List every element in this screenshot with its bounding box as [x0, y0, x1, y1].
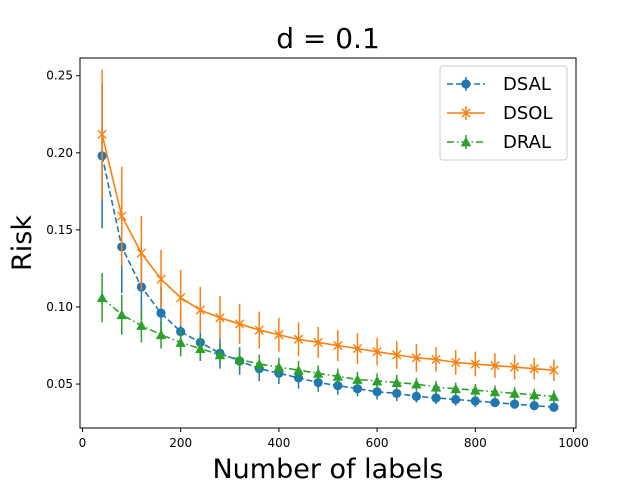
point-dral [411, 378, 422, 389]
point-dsol [156, 274, 166, 284]
point-dsol [293, 334, 304, 345]
point-dral [136, 320, 147, 330]
legend-marker-dral [460, 136, 472, 147]
point-dsal [333, 381, 343, 391]
point-dsol [352, 343, 363, 354]
point-dsal [490, 397, 500, 408]
point-dral [175, 337, 186, 347]
point-dral [391, 377, 402, 387]
axes-layer: 0 200 400 600 800 1000 0.05 0.10 0.15 0.20 0.25 [46, 69, 589, 450]
legend-marker-dsol [461, 108, 471, 118]
series-dsol [97, 69, 559, 381]
point-dsol [333, 340, 343, 351]
point-dral [234, 354, 245, 364]
point-dral [254, 358, 265, 369]
point-dral [273, 361, 285, 372]
x-tick-label: 600 [366, 436, 389, 450]
legend-box [439, 65, 568, 161]
point-dral [195, 343, 206, 354]
point-dsol [529, 363, 539, 374]
x-tick-label: 200 [169, 436, 192, 450]
point-dsol [313, 337, 323, 348]
point-dsol [490, 360, 500, 371]
legend-label-dsol: DSOL [503, 103, 552, 124]
point-dsol [254, 325, 264, 335]
point-dsol [136, 248, 147, 258]
point-dral [450, 383, 461, 394]
legend: DSAL DSOL DRAL [439, 65, 568, 161]
point-dral [312, 368, 324, 378]
point-dsol [195, 305, 206, 315]
point-dral [332, 371, 344, 381]
point-dral [293, 364, 304, 375]
x-tick-label: 0 [79, 436, 87, 450]
point-dsol [509, 362, 520, 372]
point-dsal [510, 399, 520, 409]
point-dsol [215, 313, 225, 323]
point-dsal [411, 391, 421, 401]
point-dsal [392, 388, 402, 398]
point-dsol [392, 350, 402, 360]
plot-frame [79, 57, 577, 429]
point-dsol [372, 346, 382, 357]
y-axis-label: Risk [7, 215, 38, 271]
point-dsal [313, 377, 323, 388]
point-dral [352, 374, 363, 384]
point-dsol [97, 129, 107, 140]
y-tick-label: 0.25 [46, 69, 73, 83]
point-dsol [549, 365, 559, 375]
point-dsal [431, 393, 441, 403]
legend-label-dsal: DSAL [503, 74, 551, 95]
point-dral [470, 385, 481, 395]
point-dral [529, 389, 540, 400]
point-dsal [352, 384, 363, 394]
series-dral [96, 273, 560, 403]
point-dral [509, 388, 520, 398]
x-tick-label: 800 [464, 436, 487, 450]
point-dsol [431, 354, 441, 365]
point-dsol [117, 211, 127, 221]
legend-marker-dsal [461, 79, 471, 89]
point-dsol [470, 359, 481, 369]
point-dral [155, 329, 167, 340]
y-tick-label: 0.10 [46, 300, 73, 314]
legend-label-dral: DRAL [503, 132, 551, 153]
y-tick-label: 0.15 [46, 223, 73, 237]
point-dsal [470, 396, 480, 406]
y-tick-label: 0.05 [46, 377, 73, 391]
x-tick-label: 400 [267, 436, 290, 450]
y-tick-label: 0.20 [46, 146, 73, 160]
point-dsal [549, 402, 559, 412]
point-dsol [450, 357, 461, 368]
point-dral [548, 391, 560, 401]
point-dsol [175, 293, 186, 303]
point-dral [96, 292, 108, 303]
point-dsal [529, 401, 539, 411]
x-tick-label: 1000 [558, 436, 589, 450]
point-dsal [451, 394, 461, 405]
chart-title: d = 0.1 [276, 22, 380, 55]
point-dral [430, 381, 442, 392]
point-dral [489, 386, 501, 397]
point-dsal [156, 308, 166, 318]
point-dsol [274, 330, 284, 340]
series-layer [96, 69, 560, 412]
point-dsol [234, 319, 245, 329]
point-dsal [372, 387, 382, 397]
point-dsol [411, 353, 422, 363]
x-axis-label: Number of labels [212, 454, 443, 480]
line-dral [101, 297, 554, 398]
point-dral [371, 375, 383, 386]
point-dral [214, 349, 226, 360]
point-dral [116, 309, 127, 320]
